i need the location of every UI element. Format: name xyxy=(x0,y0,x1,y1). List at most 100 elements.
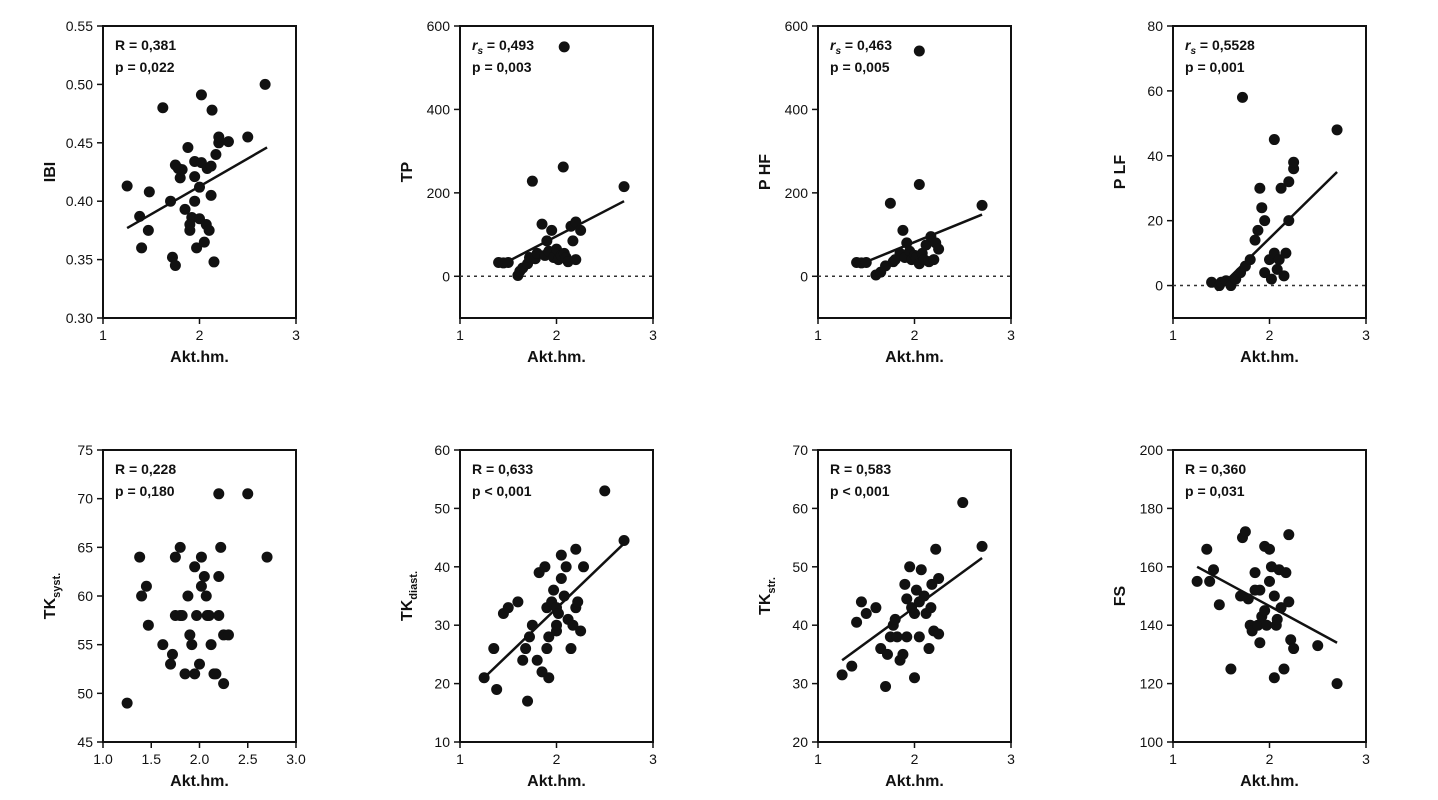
data-point xyxy=(846,660,858,672)
stat-coefficient: rs = 0,493 xyxy=(472,37,534,57)
data-point xyxy=(897,224,909,236)
x-axis-title: Akt.hm. xyxy=(527,349,586,366)
x-tick-label: 3.0 xyxy=(286,751,306,767)
data-point xyxy=(195,89,207,101)
data-point xyxy=(1278,663,1290,675)
x-tick-label: 1 xyxy=(456,327,464,343)
y-tick-label: 140 xyxy=(1140,617,1164,633)
y-tick-label: 120 xyxy=(1140,676,1164,692)
data-point xyxy=(189,171,201,183)
data-point xyxy=(933,572,945,584)
data-point xyxy=(1213,599,1225,611)
data-point xyxy=(899,578,911,590)
y-axis-title: P LF xyxy=(1112,155,1129,190)
data-point xyxy=(901,631,913,643)
data-point xyxy=(855,596,867,608)
x-tick-label: 3 xyxy=(1007,751,1015,767)
data-point xyxy=(213,609,225,621)
data-point xyxy=(1268,672,1280,684)
data-point xyxy=(541,235,553,247)
y-tick-label: 0.55 xyxy=(66,18,93,34)
y-tick-label: 80 xyxy=(1147,18,1163,34)
data-point xyxy=(558,41,570,53)
stat-coefficient: R = 0,228 xyxy=(115,461,176,477)
y-tick-label: 400 xyxy=(785,101,809,117)
data-point xyxy=(881,648,893,660)
y-tick-label: 600 xyxy=(427,18,451,34)
data-point xyxy=(203,609,215,621)
data-point xyxy=(567,619,579,631)
data-point xyxy=(539,561,551,573)
data-point xyxy=(1239,526,1251,538)
y-tick-label: 60 xyxy=(1147,83,1163,99)
data-point xyxy=(618,535,630,547)
chart-panel-1: 1 2 3 0.30 0.35 0.40 0.45 0.50 0.55 Akt.hm. IBI R =… xyxy=(42,18,300,366)
data-point xyxy=(531,654,543,666)
data-point xyxy=(541,643,553,655)
data-point xyxy=(1283,529,1295,541)
y-tick-label: 0.45 xyxy=(66,135,93,151)
data-point xyxy=(157,102,169,114)
x-tick-label: 1 xyxy=(814,327,822,343)
data-point xyxy=(165,195,177,207)
data-point xyxy=(910,584,922,596)
y-axis-title: TP xyxy=(399,161,416,182)
data-point xyxy=(136,242,148,254)
regression-line xyxy=(860,213,983,265)
data-point xyxy=(210,148,222,160)
data-point xyxy=(1244,254,1256,266)
y-tick-label: 20 xyxy=(434,676,450,692)
x-tick-label: 1 xyxy=(814,751,822,767)
stat-p-value: p < 0,001 xyxy=(472,483,532,499)
y-tick-label: 40 xyxy=(1147,148,1163,164)
data-point xyxy=(194,658,205,670)
data-point xyxy=(1254,182,1266,194)
data-point xyxy=(1280,247,1292,259)
data-point xyxy=(901,593,913,605)
data-point xyxy=(184,219,196,231)
data-point xyxy=(1249,567,1261,579)
y-tick-label: 0.35 xyxy=(66,252,93,268)
data-point xyxy=(182,141,194,153)
data-point xyxy=(134,210,146,222)
data-point xyxy=(560,561,572,573)
data-point xyxy=(179,203,191,215)
data-point xyxy=(1236,91,1248,103)
data-point xyxy=(578,561,590,573)
x-axis-title: Akt.hm. xyxy=(170,349,229,366)
y-tick-label: 60 xyxy=(77,588,93,604)
data-point xyxy=(976,540,988,552)
data-point xyxy=(213,488,225,500)
data-point xyxy=(536,218,548,230)
data-point xyxy=(851,616,863,628)
data-point xyxy=(189,561,201,573)
chart-panel-5: 1.0 1.5 2.0 2.5 3.0 45 50 55 60 65 70 75 Akt.hm. TKsy… xyxy=(42,442,306,790)
chart-panel-2: 1 2 3 0 200 400 600 Akt.hm. TP rs = 0,493 p = 0,00… xyxy=(399,18,657,366)
data-point xyxy=(901,237,913,249)
x-tick-label: 2 xyxy=(196,327,204,343)
data-point xyxy=(174,541,186,553)
regression-line xyxy=(1196,565,1338,644)
data-point xyxy=(242,488,254,500)
x-tick-label: 3 xyxy=(649,751,657,767)
data-point xyxy=(184,629,196,641)
data-point xyxy=(1252,619,1264,631)
data-point xyxy=(179,668,191,680)
data-point xyxy=(512,596,524,608)
y-axis-title-subscript: syst. xyxy=(51,573,63,598)
data-point xyxy=(1201,543,1213,555)
y-tick-label: 600 xyxy=(785,18,809,34)
y-tick-label: 40 xyxy=(434,559,450,575)
data-point xyxy=(1252,224,1264,236)
x-tick-label: 2.5 xyxy=(238,751,258,767)
data-point xyxy=(565,643,577,655)
data-point xyxy=(198,571,210,583)
data-point xyxy=(913,179,925,191)
data-point xyxy=(923,643,935,655)
data-point xyxy=(860,608,872,620)
data-point xyxy=(478,672,490,684)
data-point xyxy=(976,199,988,211)
data-point xyxy=(920,239,932,251)
data-point xyxy=(543,631,555,643)
data-point xyxy=(551,619,562,631)
